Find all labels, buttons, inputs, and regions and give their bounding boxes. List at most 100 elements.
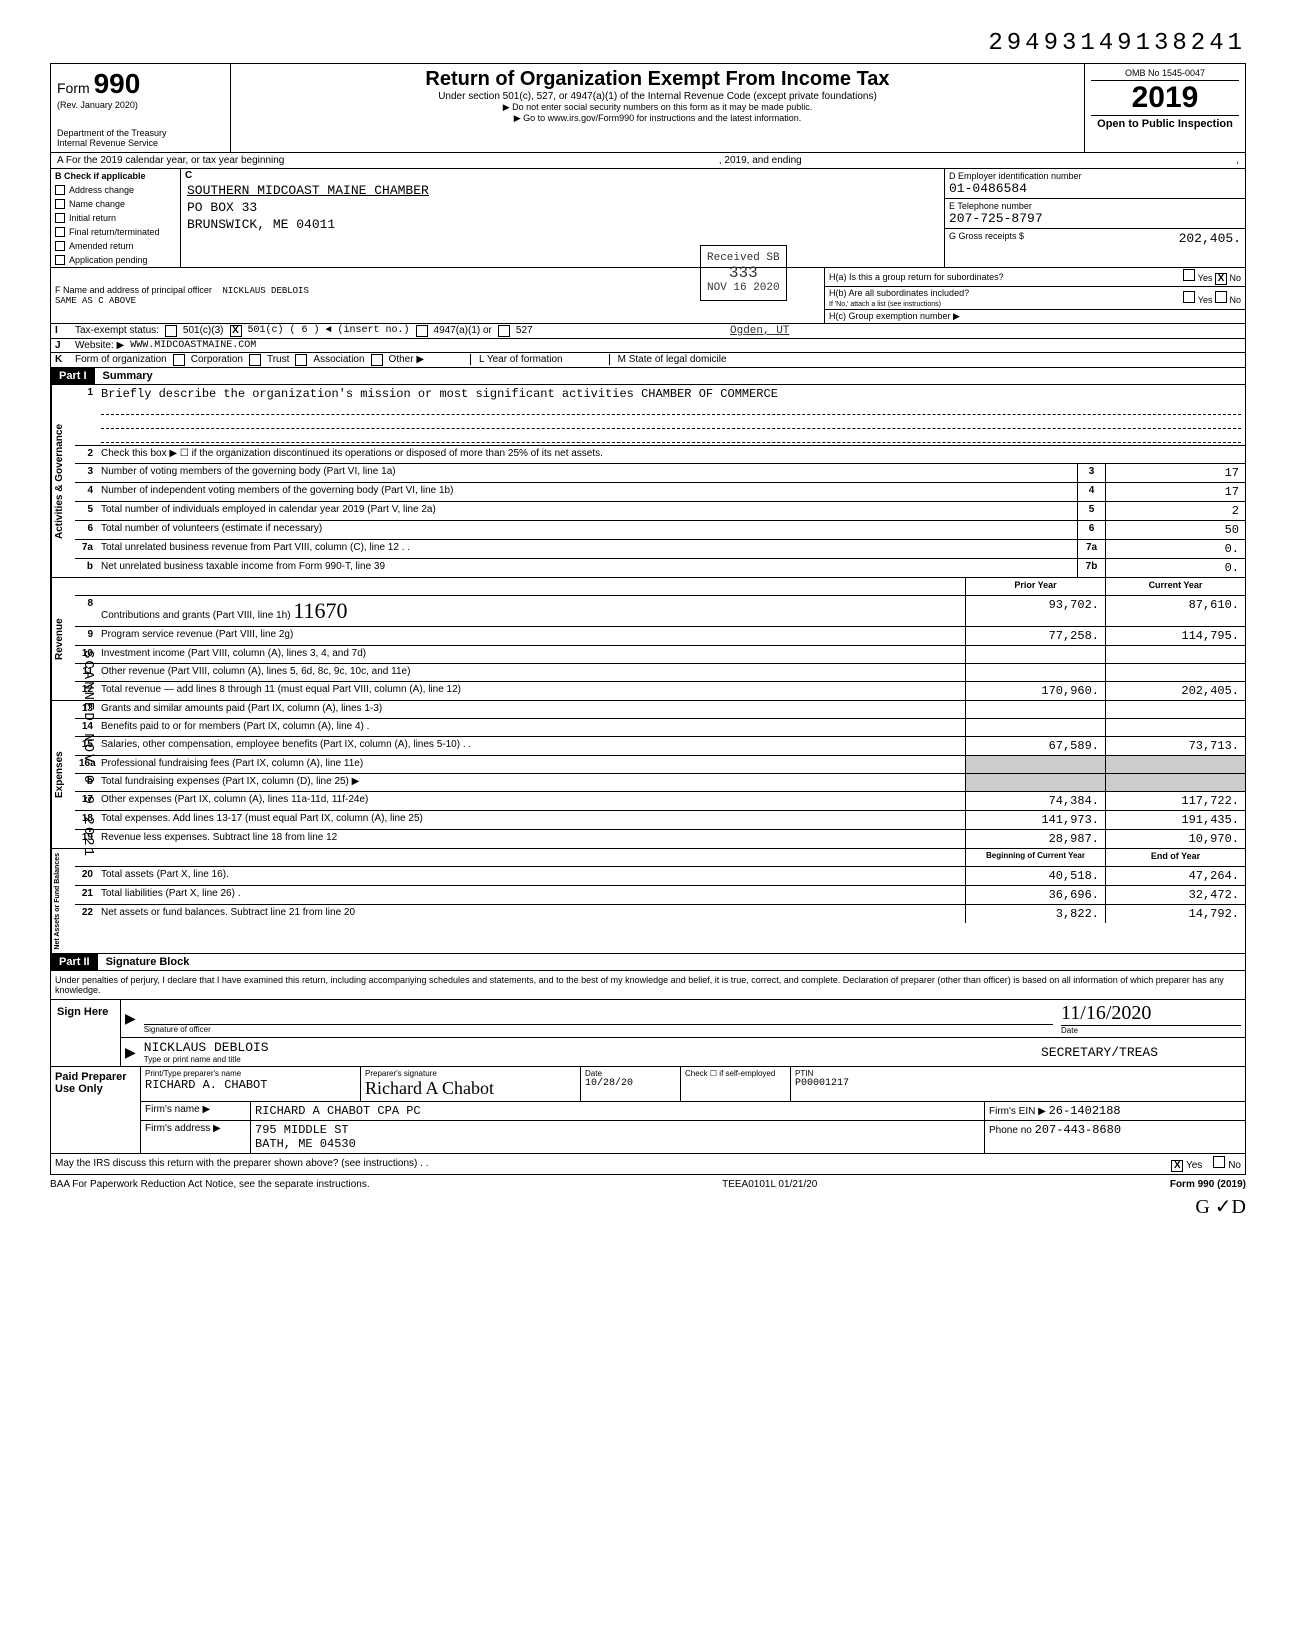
f-name: NICKLAUS DEBLOIS <box>222 286 308 296</box>
chk-initial-return[interactable] <box>55 213 65 223</box>
exp-row-18: 18Total expenses. Add lines 13-17 (must … <box>75 811 1245 830</box>
ha-yes-box[interactable] <box>1183 269 1195 281</box>
i-4947-box[interactable] <box>416 325 428 337</box>
i-opt4: 527 <box>516 325 533 336</box>
gov-num: 2 <box>75 446 97 463</box>
i-527-box[interactable] <box>498 325 510 337</box>
i-label: Tax-exempt status: <box>75 325 159 336</box>
i-501c3-box[interactable] <box>165 325 177 337</box>
part1-title: Summary <box>95 368 161 384</box>
row-ijk: I Tax-exempt status: 501(c)(3) X501(c) (… <box>50 324 1246 368</box>
exp-row-16a: 16aProfessional fundraising fees (Part I… <box>75 756 1245 774</box>
k-label: Form of organization <box>75 354 167 365</box>
org-addr2: BRUNSWICK, ME 04011 <box>181 216 944 233</box>
ast-prior: 3,822. <box>965 905 1105 923</box>
ast-current: 32,472. <box>1105 886 1245 904</box>
prep-h2: Preparer's signature <box>365 1069 576 1078</box>
gov-text: Number of voting members of the governin… <box>97 464 1077 482</box>
preparer-block: Paid Preparer Use Only Print/Type prepar… <box>50 1067 1246 1154</box>
ha-yes: Yes <box>1198 273 1213 283</box>
exp-prior: 67,589. <box>965 737 1105 755</box>
hb-no-box[interactable] <box>1215 291 1227 303</box>
ast-current: 14,792. <box>1105 905 1245 923</box>
ast-row-22: 22Net assets or fund balances. Subtract … <box>75 905 1245 923</box>
firm-addr2: BATH, ME 04530 <box>255 1137 980 1151</box>
chk-name-change[interactable] <box>55 199 65 209</box>
baa-right: Form 990 (2019) <box>1170 1179 1246 1190</box>
expenses-block: Expenses 13Grants and similar amounts pa… <box>50 701 1246 849</box>
row-a: A For the 2019 calendar year, or tax yea… <box>50 153 1246 169</box>
k-corp-box[interactable] <box>173 354 185 366</box>
k-assoc-box[interactable] <box>295 354 307 366</box>
firm-addr-label: Firm's address ▶ <box>141 1121 251 1153</box>
discuss-no-box[interactable] <box>1213 1156 1225 1168</box>
gov-num: 4 <box>75 483 97 501</box>
block-bcd: B Check if applicable Address change Nam… <box>50 169 1246 268</box>
ha-no: No <box>1229 273 1241 283</box>
k-trust-box[interactable] <box>249 354 261 366</box>
baa-mid: TEEA0101L 01/21/20 <box>722 1179 817 1190</box>
exp-prior: 28,987. <box>965 830 1105 848</box>
sign-here-block: Sign Here ▶ Signature of officer 11/16/2… <box>50 1000 1246 1067</box>
gov-num: 3 <box>75 464 97 482</box>
instr-2: ▶ Go to www.irs.gov/Form990 for instruct… <box>237 113 1078 124</box>
row-a-mid: , 2019, and ending <box>719 155 802 166</box>
revenue-side: Revenue <box>51 578 75 700</box>
b-header: B Check if applicable <box>51 169 180 183</box>
exp-row-b: bTotal fundraising expenses (Part IX, co… <box>75 774 1245 792</box>
gov-text: Total unrelated business revenue from Pa… <box>97 540 1077 558</box>
discuss-yes-box[interactable]: X <box>1171 1160 1183 1172</box>
ast-row-21: 21Total liabilities (Part X, line 26) .3… <box>75 886 1245 905</box>
prep-h5: PTIN <box>795 1069 1241 1078</box>
hb-yes-box[interactable] <box>1183 291 1195 303</box>
part1-header: Part I Summary <box>50 368 1246 385</box>
k-other-box[interactable] <box>371 354 383 366</box>
current-year-header: Current Year <box>1105 578 1245 595</box>
gov-text: Net unrelated business taxable income fr… <box>97 559 1077 577</box>
ha-label: H(a) Is this a group return for subordin… <box>829 272 1004 282</box>
form-header: Form 990 (Rev. January 2020) Department … <box>50 63 1246 153</box>
gov-num: b <box>75 559 97 577</box>
name-arrow-icon: ▶ <box>125 1044 136 1061</box>
hb-note: If 'No,' attach a list (see instructions… <box>829 301 941 308</box>
firm-name: RICHARD A CHABOT CPA PC <box>251 1102 985 1120</box>
rev-text: Total revenue — add lines 8 through 11 (… <box>97 682 965 700</box>
exp-text: Total expenses. Add lines 13-17 (must eq… <box>97 811 965 829</box>
rev-prior: 93,702. <box>965 596 1105 626</box>
prep-h4: Check ☐ if self-employed <box>681 1067 791 1101</box>
baa-left: BAA For Paperwork Reduction Act Notice, … <box>50 1179 370 1190</box>
discuss-row: May the IRS discuss this return with the… <box>50 1154 1246 1175</box>
chk-amended[interactable] <box>55 241 65 251</box>
chk-pending[interactable] <box>55 255 65 265</box>
gov-num: 5 <box>75 502 97 520</box>
k-opt1: Corporation <box>191 354 243 365</box>
org-name: SOUTHERN MIDCOAST MAINE CHAMBER <box>181 182 944 199</box>
received-stamp: Received SB 333 NOV 16 2020 <box>700 245 787 301</box>
rev-prior <box>965 664 1105 681</box>
gov-box: 3 <box>1077 464 1105 482</box>
gov-text: Check this box ▶ ☐ if the organization d… <box>97 446 1245 463</box>
d-value: 01-0486584 <box>949 181 1241 196</box>
gov-row-5: 5Total number of individuals employed in… <box>75 502 1245 521</box>
ogden-stamp: Ogden, UT <box>730 325 789 337</box>
chk-final-return[interactable] <box>55 227 65 237</box>
scanned-stamp: SCANNED NOV 0 9 2021 <box>80 650 96 858</box>
rev-current: 114,795. <box>1105 627 1245 645</box>
gov-text: Number of independent voting members of … <box>97 483 1077 501</box>
gov-val: 17 <box>1105 464 1245 482</box>
g-label: G Gross receipts $ <box>949 231 1024 246</box>
gov-row-2: 2Check this box ▶ ☐ if the organization … <box>75 446 1245 464</box>
ast-prior: 40,518. <box>965 867 1105 885</box>
rev-text: Other revenue (Part VIII, column (A), li… <box>97 664 965 681</box>
i-501c-box[interactable]: X <box>230 325 242 337</box>
rev-text: Investment income (Part VIII, column (A)… <box>97 646 965 663</box>
chk-address-change[interactable] <box>55 185 65 195</box>
hb-label: H(b) Are all subordinates included? <box>829 288 969 298</box>
row-a-right: , <box>1236 155 1239 166</box>
ha-no-box[interactable]: X <box>1215 273 1227 285</box>
officer-signature[interactable] <box>144 1003 1053 1025</box>
stamp-line3: NOV 16 2020 <box>707 282 780 294</box>
ast-text: Net assets or fund balances. Subtract li… <box>97 905 965 923</box>
gov-row-6: 6Total number of volunteers (estimate if… <box>75 521 1245 540</box>
discuss-text: May the IRS discuss this return with the… <box>55 1158 429 1169</box>
